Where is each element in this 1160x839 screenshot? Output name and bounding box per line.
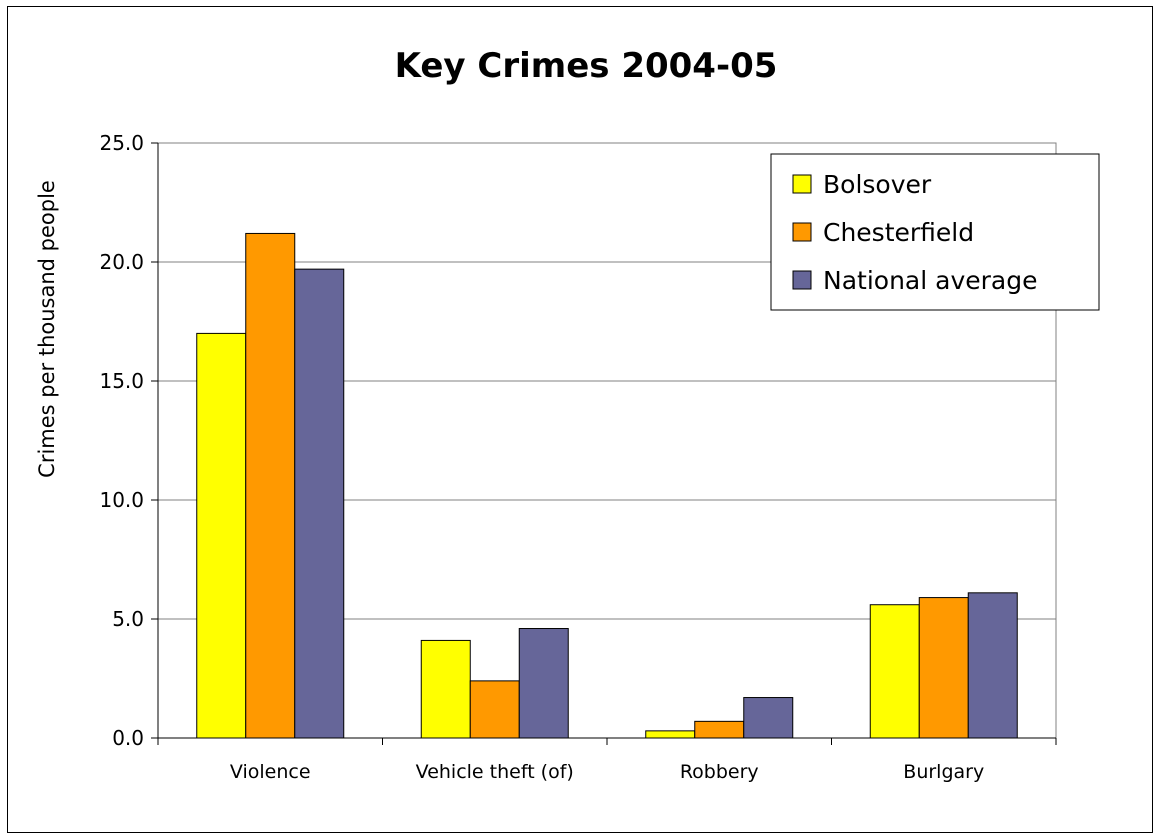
bar bbox=[967, 592, 1018, 739]
bar bbox=[869, 604, 920, 739]
chart-svg: Key Crimes 2004-05 Crimes per thousand p… bbox=[35, 46, 1100, 783]
bar bbox=[918, 597, 969, 739]
y-tick-label: 5.0 bbox=[112, 607, 144, 631]
legend-swatch bbox=[792, 174, 812, 194]
legend-label: Chesterfield bbox=[823, 218, 974, 247]
y-tick-label: 0.0 bbox=[112, 726, 144, 750]
axes: 0.0 5.0 10.0 15.0 20.0 25.0 Violence Vehicle th… bbox=[99, 131, 1057, 783]
legend-box bbox=[770, 153, 1100, 311]
x-tick-label: Burlgary bbox=[903, 761, 984, 783]
x-tick-label: Robbery bbox=[680, 761, 759, 783]
legend-swatch bbox=[792, 270, 812, 290]
bar bbox=[245, 232, 296, 739]
legend-label: National average bbox=[823, 266, 1037, 295]
y-tick-label: 15.0 bbox=[99, 369, 144, 393]
bar bbox=[469, 680, 520, 739]
chart-title: Key Crimes 2004-05 bbox=[395, 46, 778, 86]
y-axis-label: Crimes per thousand people bbox=[35, 180, 59, 478]
x-tick-label: Violence bbox=[230, 761, 311, 783]
bar bbox=[420, 639, 471, 739]
y-tick-label: 10.0 bbox=[99, 488, 144, 512]
bars bbox=[196, 232, 1018, 739]
bar bbox=[518, 628, 569, 739]
bar bbox=[196, 332, 247, 739]
bar bbox=[694, 720, 745, 739]
legend-swatch bbox=[792, 222, 812, 242]
y-tick-label: 20.0 bbox=[99, 250, 144, 274]
x-tick-label: Vehicle theft (of) bbox=[416, 761, 574, 783]
legend: Bolsover Chesterfield National average bbox=[770, 153, 1100, 311]
bar bbox=[743, 697, 794, 739]
legend-label: Bolsover bbox=[823, 170, 932, 199]
chart-frame: Key Crimes 2004-05 Crimes per thousand p… bbox=[7, 6, 1153, 833]
bar bbox=[645, 730, 696, 739]
y-tick-label: 25.0 bbox=[99, 131, 144, 155]
bar bbox=[294, 268, 345, 739]
